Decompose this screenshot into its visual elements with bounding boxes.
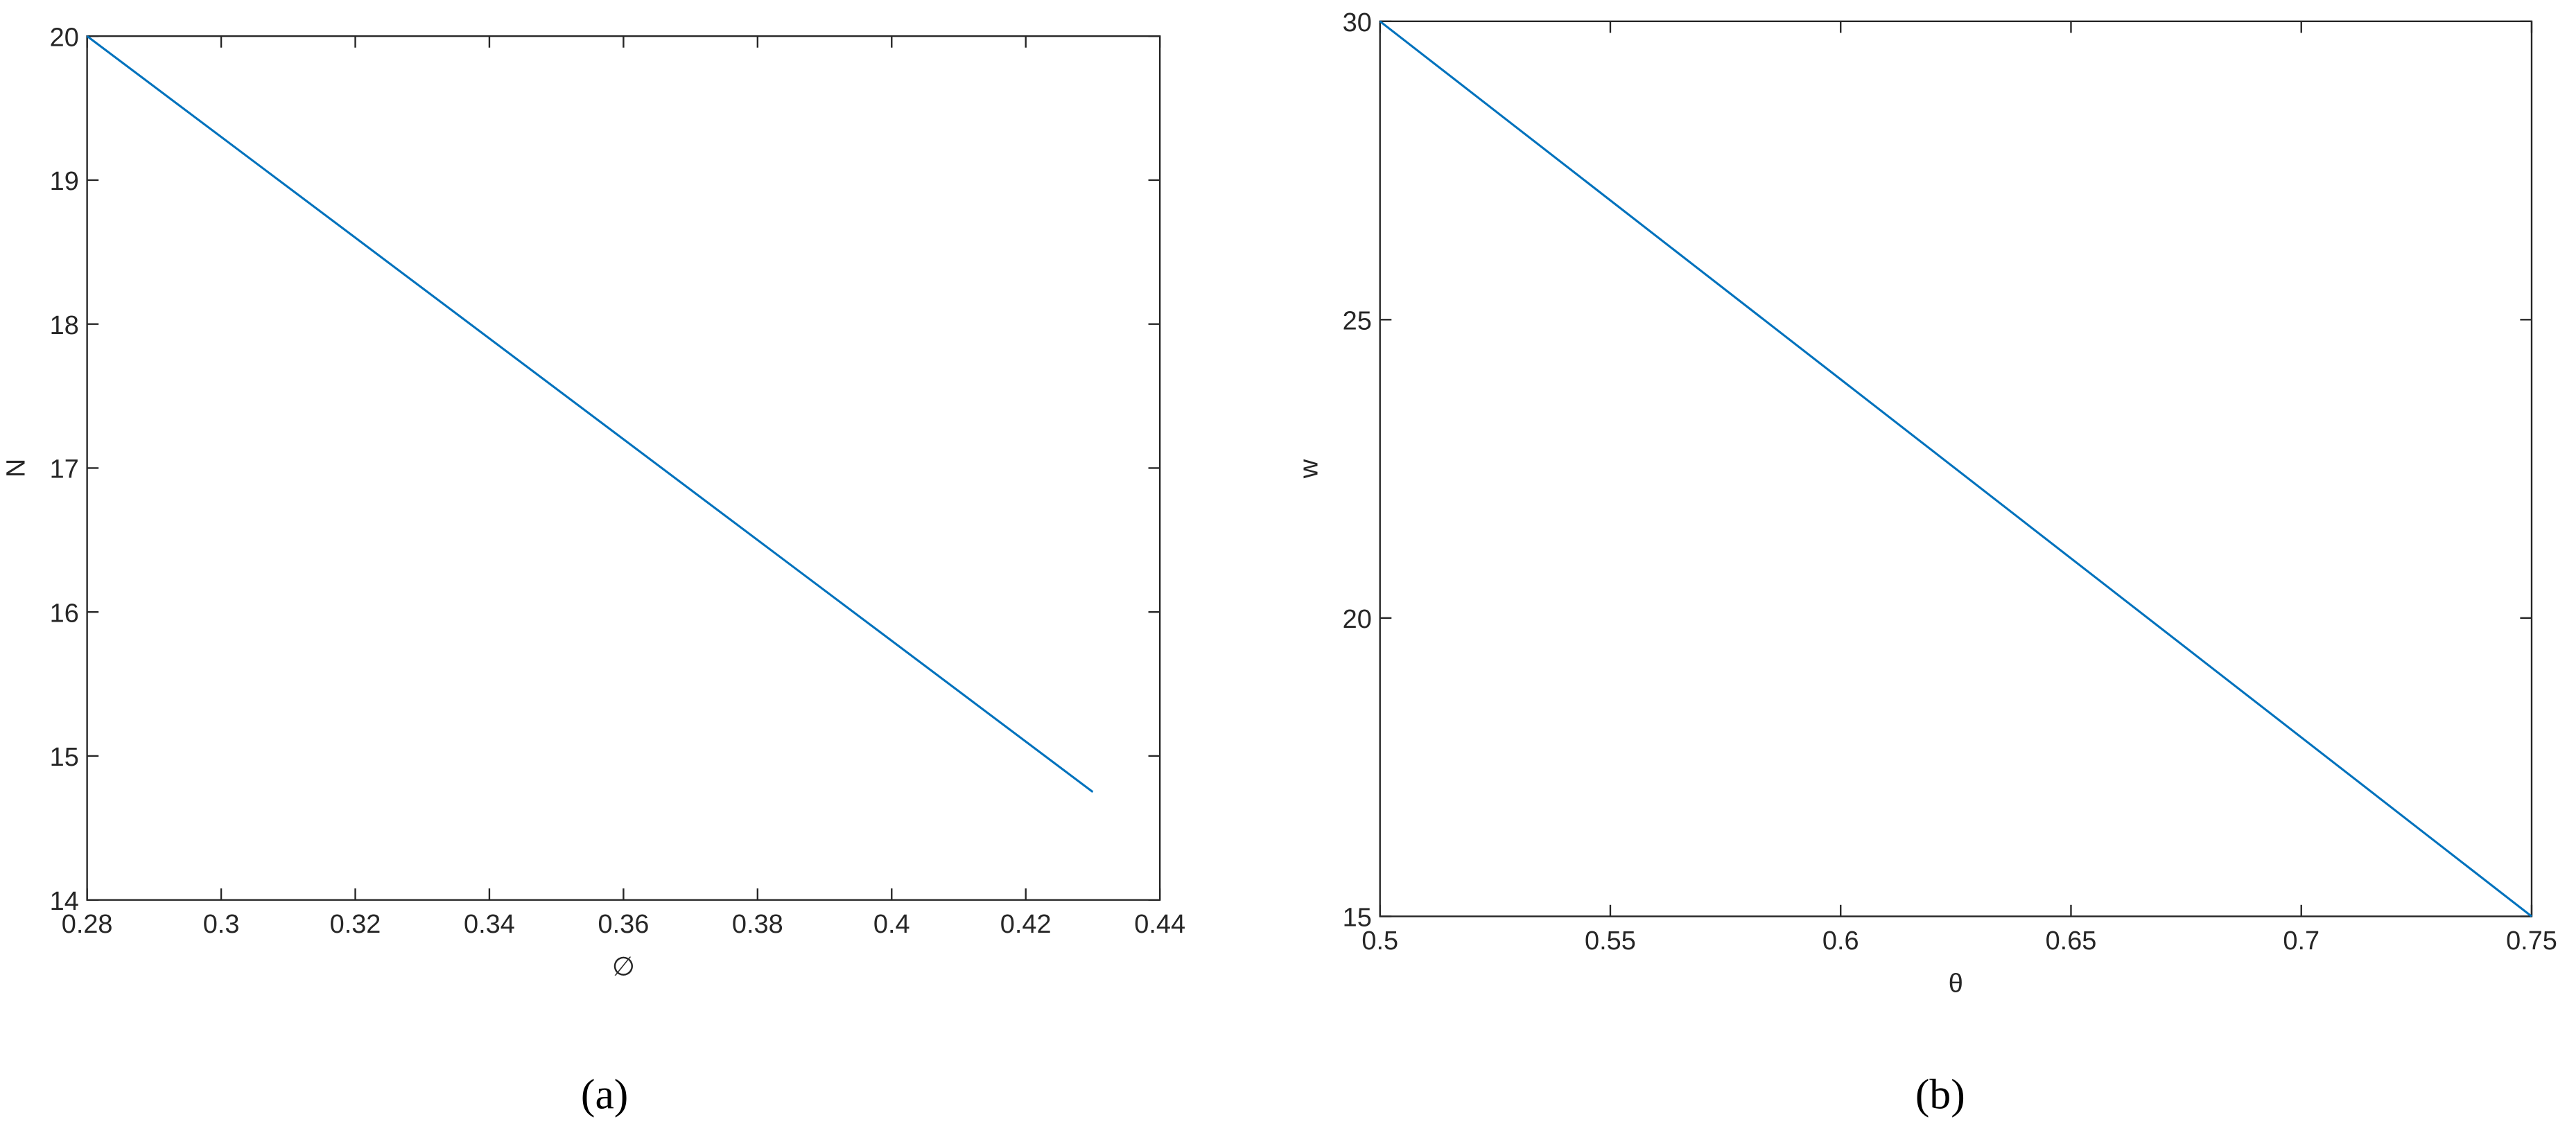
y-tick-label: 20 (50, 23, 79, 52)
y-tick-label: 17 (50, 455, 79, 484)
x-tick-label: 0.42 (1000, 910, 1052, 939)
y-tick-label: 14 (50, 887, 79, 916)
y-tick-label: 16 (50, 599, 79, 628)
x-axis-label: θ (1949, 969, 1963, 998)
y-tick-label: 15 (50, 743, 79, 772)
x-axis-label: ∅ (612, 953, 635, 982)
x-tick-label: 0.55 (1585, 926, 1636, 956)
y-tick-label: 25 (1343, 307, 1372, 336)
y-tick-label: 20 (1343, 605, 1372, 634)
x-tick-label: 0.36 (598, 910, 650, 939)
x-tick-label: 0.44 (1134, 910, 1185, 939)
x-tick-label: 0.65 (2046, 926, 2097, 956)
caption: (a) (581, 1071, 628, 1118)
data-line (1379, 20, 2532, 917)
x-tick-label: 0.6 (1822, 926, 1859, 956)
x-tick-label: 0.3 (203, 910, 240, 939)
data-line (86, 35, 1094, 793)
y-tick-label: 19 (50, 167, 79, 196)
y-tick-label: 18 (50, 311, 79, 340)
x-tick-label: 0.34 (464, 910, 515, 939)
x-tick-label: 0.7 (2283, 926, 2320, 956)
x-tick-label: 0.75 (2506, 926, 2557, 956)
x-tick-label: 0.4 (873, 910, 910, 939)
x-tick-label: 0.38 (732, 910, 783, 939)
x-tick-label: 0.28 (62, 910, 113, 939)
y-tick-label: 15 (1343, 904, 1372, 933)
y-axis-label: N (2, 459, 31, 477)
y-axis-label: w (1295, 459, 1324, 479)
y-tick-label: 30 (1343, 8, 1372, 37)
plot-area (86, 35, 1161, 901)
x-tick-label: 0.5 (1361, 926, 1398, 956)
plot-area (1379, 20, 2533, 917)
caption: (b) (1915, 1071, 1965, 1118)
x-tick-label: 0.32 (330, 910, 381, 939)
